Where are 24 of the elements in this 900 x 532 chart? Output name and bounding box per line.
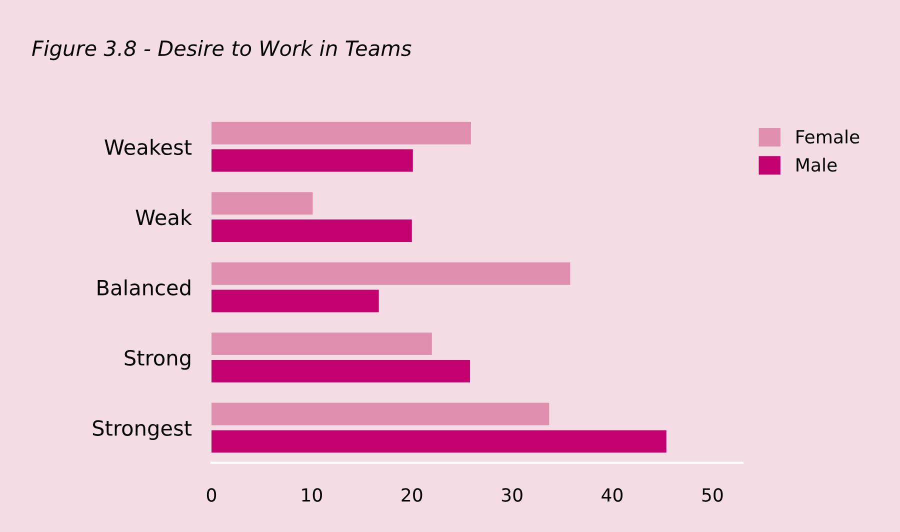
bar	[212, 149, 413, 172]
x-tick-label: 0	[206, 488, 216, 502]
x-tick-label: 50	[702, 488, 723, 502]
legend-label: Female	[796, 130, 860, 144]
bar	[212, 360, 470, 382]
x-tick-label: 30	[502, 488, 522, 502]
bar	[212, 192, 313, 215]
x-tick-label: 40	[602, 488, 623, 502]
x-tick-label: 10	[302, 488, 322, 502]
y-tick-label: Weakest	[104, 138, 192, 156]
y-tick-label: Weak	[136, 209, 192, 226]
y-tick-label: Balanced	[98, 279, 190, 296]
bar	[212, 122, 471, 144]
y-tick-label: Strong	[124, 350, 190, 370]
bar	[212, 262, 570, 285]
bar	[212, 430, 666, 453]
bar	[212, 290, 379, 312]
bar	[212, 402, 550, 426]
y-tick-label: Strongest	[92, 420, 192, 440]
bar	[212, 220, 412, 242]
x-tick-label: 20	[402, 488, 422, 502]
chart-title: Figure 3.8 - Desire to Work in Teams	[32, 40, 412, 60]
legend-label: Male	[796, 158, 837, 172]
bar	[212, 332, 432, 356]
